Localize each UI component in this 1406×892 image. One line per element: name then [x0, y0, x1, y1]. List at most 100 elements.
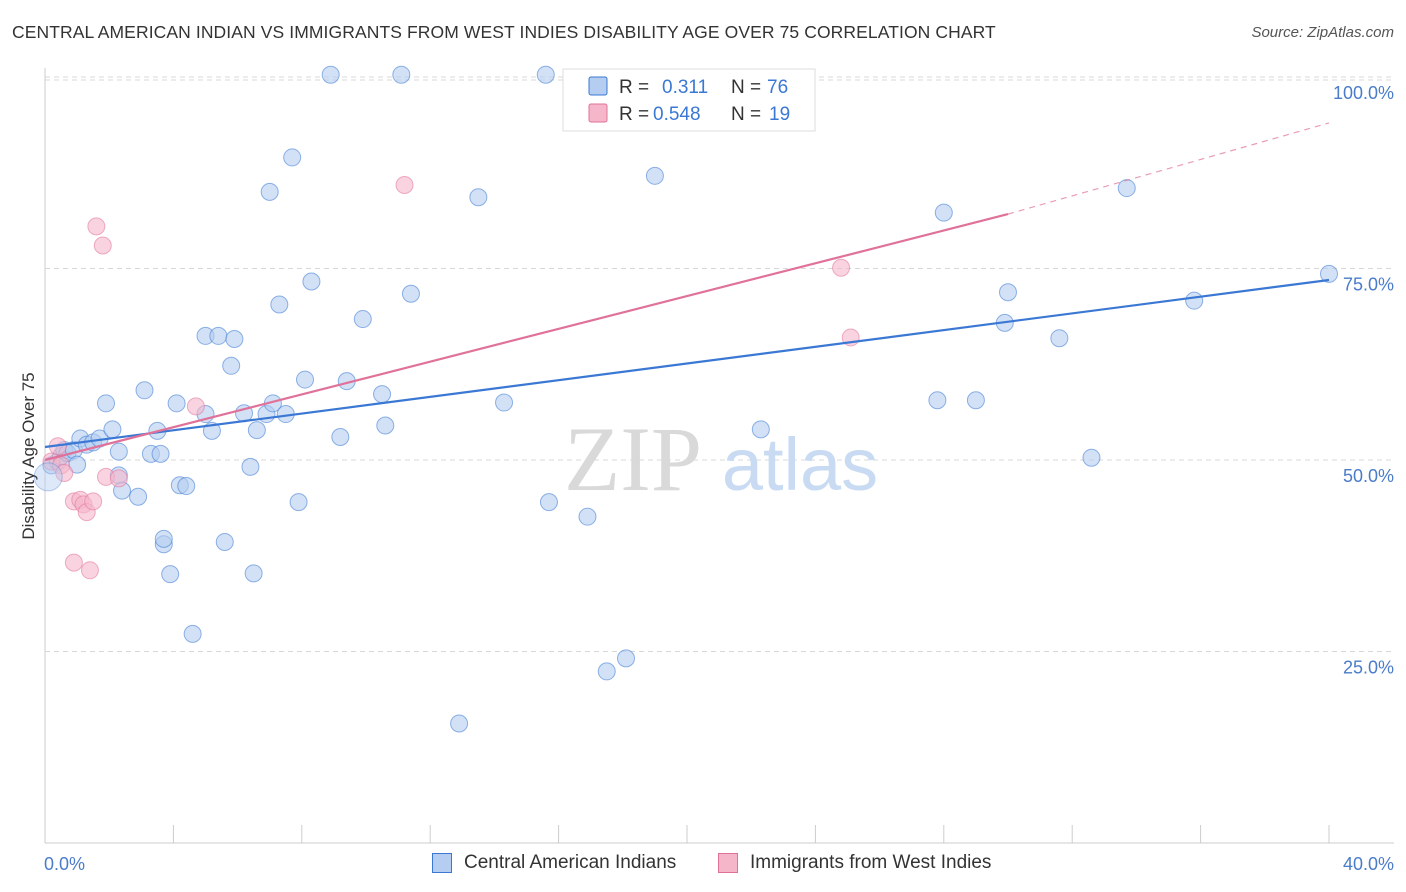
legend-r-value-pink: 0.548 [653, 104, 701, 125]
data-point-pink [87, 217, 106, 236]
legend-n-value-blue: 76 [767, 77, 788, 98]
data-point-blue [966, 391, 985, 410]
data-point-blue [469, 188, 488, 207]
data-point-pink [80, 561, 99, 580]
bottom-legend-label-blue: Central American Indians [464, 852, 677, 873]
bottom-legend-item-blue: Central American Indians [432, 852, 676, 874]
data-point-blue [225, 329, 244, 348]
data-point-blue [103, 420, 122, 439]
axes [44, 68, 1394, 844]
trend-line-blue [44, 278, 1330, 449]
data-point-pink [93, 236, 112, 255]
data-point-pink [64, 553, 83, 572]
data-point-blue [222, 356, 241, 375]
legend: R = 0.311 N = 76 R = 0.548 N = 19 [562, 68, 816, 132]
legend-n-value-pink: 19 [769, 104, 790, 125]
data-point-blue [247, 421, 266, 440]
data-point-blue [244, 564, 263, 583]
trend-line-pink [44, 213, 1009, 462]
data-point-blue [539, 493, 558, 512]
data-point-pink [84, 492, 103, 511]
data-point-blue [645, 166, 664, 185]
y-tick-label: 25.0% [1343, 658, 1394, 678]
data-point-blue [96, 394, 115, 413]
data-point-blue [161, 565, 180, 584]
data-point-blue [321, 65, 340, 84]
data-point-blue [135, 381, 154, 400]
data-point-pink [186, 397, 205, 416]
watermark: ZIP atlas [564, 408, 878, 510]
data-point-pink [832, 258, 851, 277]
data-point-blue [1082, 448, 1101, 467]
data-point-blue [373, 385, 392, 404]
data-point-blue [154, 529, 173, 548]
trend-line-pink-extension [1007, 122, 1330, 215]
y-tick-label: 75.0% [1343, 275, 1394, 295]
data-point-blue [1050, 329, 1069, 348]
data-point-blue [597, 662, 616, 681]
data-point-blue [353, 310, 372, 329]
chart-title: CENTRAL AMERICAN INDIAN VS IMMIGRANTS FR… [12, 22, 996, 42]
data-point-blue [151, 444, 170, 463]
legend-r-value-blue: 0.311 [662, 77, 708, 98]
data-point-blue [928, 391, 947, 410]
data-point-blue [934, 203, 953, 222]
data-point-blue [1320, 264, 1338, 283]
data-point-blue [376, 416, 395, 435]
data-point-blue [495, 393, 514, 412]
data-point-blue [331, 428, 350, 447]
data-point-blue [215, 532, 234, 551]
data-point-blue [1117, 179, 1136, 198]
source-credit: Source: ZipAtlas.com [1251, 24, 1394, 41]
x-tick-label-min: 0.0% [44, 854, 85, 874]
legend-swatch-pink [588, 103, 608, 123]
gridlines [45, 76, 1394, 652]
data-point-blue [270, 295, 289, 314]
data-points [33, 65, 1338, 733]
y-tick-label: 100.0% [1333, 83, 1394, 103]
legend-n-label-blue: N = [731, 77, 761, 98]
bottom-legend-swatch-blue [432, 853, 452, 873]
bottom-legend-label-pink: Immigrants from West Indies [750, 852, 992, 873]
data-point-blue [302, 272, 321, 291]
data-point-blue [129, 487, 148, 506]
data-point-blue [109, 442, 128, 461]
data-point-blue [183, 624, 202, 643]
data-point-pink [109, 469, 128, 488]
y-tick-labels: 25.0% 50.0% 75.0% 100.0% [1333, 83, 1394, 678]
data-point-blue [241, 457, 260, 476]
data-point-blue [578, 507, 597, 526]
watermark-zip: ZIP [564, 408, 702, 510]
data-point-blue [283, 148, 302, 167]
data-point-blue [177, 477, 196, 496]
data-point-blue [401, 284, 420, 303]
data-point-blue [751, 420, 770, 439]
trend-lines [44, 122, 1330, 462]
data-point-blue [999, 283, 1017, 302]
y-axis-label: Disability Age Over 75 [19, 372, 38, 539]
bottom-legend: Central American Indians Immigrants from… [0, 852, 1406, 878]
data-point-blue [450, 714, 469, 733]
data-point-blue [209, 326, 228, 345]
data-point-blue [1185, 291, 1204, 310]
data-point-blue [296, 370, 315, 389]
legend-r-label-pink: R = [619, 104, 649, 125]
data-point-blue [392, 65, 411, 84]
data-point-blue [536, 65, 555, 84]
watermark-atlas: atlas [722, 423, 878, 506]
data-point-blue [260, 182, 279, 201]
bottom-legend-item-pink: Immigrants from West Indies [718, 852, 991, 874]
data-point-blue [167, 394, 186, 413]
legend-swatch-blue [588, 76, 608, 96]
data-point-blue [617, 649, 636, 668]
legend-n-label-pink: N = [731, 104, 761, 125]
y-tick-label: 50.0% [1343, 466, 1394, 486]
data-point-blue [289, 493, 308, 512]
data-point-pink [395, 176, 414, 195]
data-point-cluster-blue [33, 462, 63, 492]
data-point-pink [55, 464, 74, 483]
bottom-legend-swatch-pink [718, 853, 738, 873]
legend-r-label-blue: R = [619, 77, 649, 98]
x-tick-label-max: 40.0% [1343, 854, 1394, 874]
